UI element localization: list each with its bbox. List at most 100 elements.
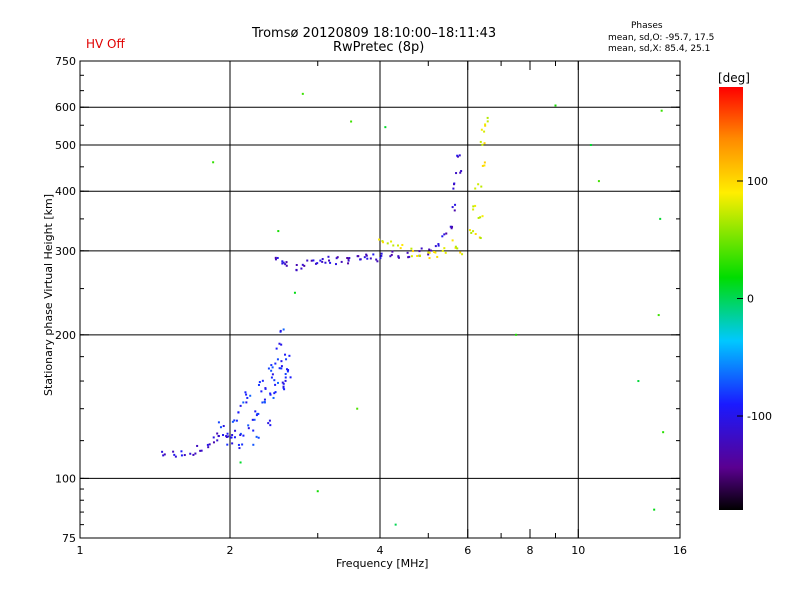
scatter-point xyxy=(242,401,245,404)
scatter-point xyxy=(458,154,461,157)
scatter-points xyxy=(161,92,665,526)
scatter-point xyxy=(264,387,267,390)
scatter-point xyxy=(233,436,236,439)
y-tick-label: 300 xyxy=(55,245,76,258)
scatter-point xyxy=(428,248,431,251)
scatter-point xyxy=(434,245,437,248)
scatter-point xyxy=(245,393,248,396)
scatter-point xyxy=(284,373,287,376)
scatter-point xyxy=(274,362,277,365)
scatter-point xyxy=(327,255,330,258)
scatter-point xyxy=(180,454,183,457)
scatter-point xyxy=(637,380,640,383)
scatter-point xyxy=(286,370,289,373)
scatter-point xyxy=(662,431,665,434)
scatter-point xyxy=(474,187,477,190)
scatter-point xyxy=(267,422,270,425)
scatter-point xyxy=(433,250,436,253)
scatter-point xyxy=(480,185,483,188)
scatter-point xyxy=(269,424,272,427)
scatter-point xyxy=(451,225,454,228)
scatter-point xyxy=(381,240,384,243)
axis-ticks xyxy=(79,60,681,539)
scatter-point xyxy=(437,244,440,247)
scatter-point xyxy=(410,255,413,258)
scatter-point xyxy=(472,230,475,233)
scatter-point xyxy=(270,369,273,372)
scatter-point xyxy=(246,396,249,399)
scatter-point xyxy=(472,205,475,208)
scatter-point xyxy=(347,262,350,265)
scatter-point xyxy=(380,252,383,255)
scatter-point xyxy=(206,443,209,446)
scatter-point xyxy=(365,254,368,257)
scatter-point xyxy=(247,424,250,427)
scatter-point xyxy=(254,410,257,413)
scatter-point xyxy=(443,233,446,236)
scatter-point xyxy=(483,130,486,133)
scatter-point xyxy=(459,251,462,254)
scatter-point xyxy=(454,245,457,248)
scatter-point xyxy=(241,443,244,446)
scatter-point xyxy=(207,446,210,449)
scatter-point xyxy=(249,394,252,397)
scatter-point xyxy=(468,229,471,232)
scatter-point xyxy=(310,259,313,262)
scatter-point xyxy=(515,333,518,336)
scatter-point xyxy=(226,443,229,446)
scatter-point xyxy=(295,264,298,267)
scatter-point xyxy=(239,433,242,436)
scatter-point xyxy=(239,404,242,407)
scatter-point xyxy=(484,123,487,126)
scatter-point xyxy=(284,379,287,382)
scatter-point xyxy=(200,449,203,452)
scatter-point xyxy=(396,244,399,247)
scatter-point xyxy=(263,400,266,403)
scatter-point xyxy=(284,376,287,379)
scatter-point xyxy=(230,436,233,439)
scatter-point xyxy=(295,269,298,272)
scatter-point xyxy=(418,250,421,253)
scatter-point xyxy=(274,256,277,259)
scatter-point xyxy=(366,257,369,260)
scatter-point xyxy=(257,436,260,439)
scatter-point xyxy=(255,435,258,438)
scatter-point xyxy=(270,364,273,367)
scatter-point xyxy=(470,231,473,234)
scatter-point xyxy=(212,436,215,439)
scatter-point xyxy=(161,450,164,453)
scatter-point xyxy=(357,255,360,258)
scatter-point xyxy=(194,452,197,455)
scatter-point xyxy=(226,432,229,435)
scatter-point xyxy=(293,291,296,294)
scatter-point xyxy=(456,247,459,250)
scatter-point xyxy=(269,392,272,395)
scatter-point xyxy=(378,238,381,241)
scatter-point xyxy=(239,461,242,464)
scatter-point xyxy=(225,435,228,438)
scatter-point xyxy=(474,204,477,207)
scatter-point xyxy=(359,258,362,261)
scatter-point xyxy=(335,257,338,260)
scatter-point xyxy=(480,128,483,131)
scatter-point xyxy=(429,249,432,252)
scatter-point xyxy=(456,154,459,157)
scatter-point xyxy=(251,418,254,421)
scatter-point xyxy=(238,447,241,450)
scatter-point xyxy=(659,217,662,220)
scatter-point xyxy=(356,407,359,410)
scatter-point xyxy=(275,347,278,350)
scatter-point xyxy=(282,328,285,331)
scatter-point xyxy=(394,523,397,526)
scatter-point xyxy=(390,240,393,243)
scatter-point xyxy=(410,247,413,250)
scatter-point xyxy=(375,258,378,261)
scatter-point xyxy=(281,381,284,384)
scatter-point xyxy=(389,255,392,258)
colorbar-tick-label: 0 xyxy=(747,293,754,306)
scatter-point xyxy=(280,360,283,363)
scatter-point xyxy=(346,256,349,259)
scatter-point xyxy=(280,343,283,346)
scatter-point xyxy=(227,435,230,438)
scatter-point xyxy=(408,255,411,258)
